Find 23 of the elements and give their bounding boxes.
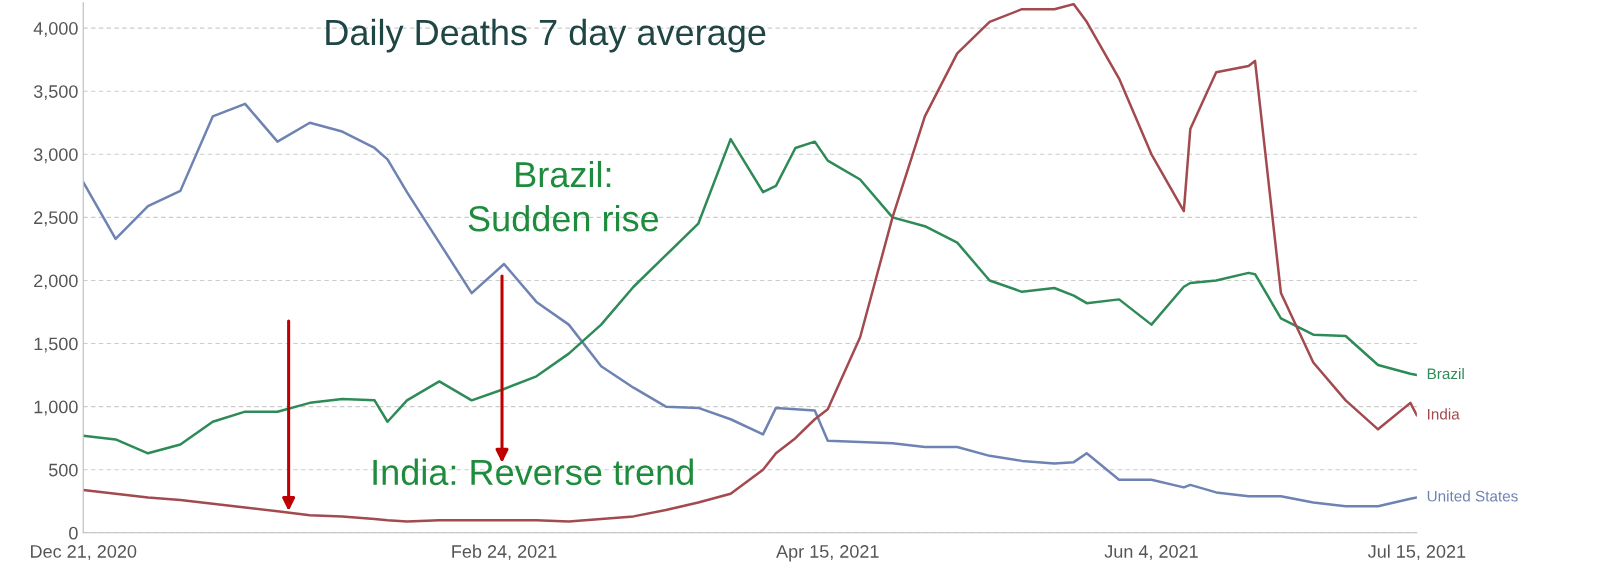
line-series <box>83 102 1417 508</box>
y-tick-label: 2,500 <box>34 211 78 227</box>
y-tick-label: 2,000 <box>34 274 78 290</box>
y-tick-label: 4,000 <box>33 22 78 37</box>
x-tick-label: Apr 15, 2021 <box>776 545 879 562</box>
y-tick-label: 3,500 <box>33 85 78 101</box>
y-tick-label: 3,000 <box>33 148 78 164</box>
line-series <box>83 2 1417 523</box>
line-series <box>83 137 1417 455</box>
annotation: Brazil: Sudden rise <box>468 160 659 232</box>
y-tick-label: 1,500 <box>34 337 78 353</box>
x-tick-label: Feb 24, 2021 <box>452 544 557 560</box>
chart-title: Daily Deaths 7 day average <box>326 18 766 53</box>
annotation: India: Reverse trend <box>373 458 693 486</box>
y-tick-label: 500 <box>48 463 78 477</box>
series-label: United States <box>1427 490 1518 502</box>
y-tick-label: 1,000 <box>34 400 78 416</box>
series-label: Brazil <box>1427 367 1464 380</box>
y-tick-label: 0 <box>69 526 78 540</box>
x-tick-label: Dec 21, 2020 <box>31 545 137 560</box>
series-label: India <box>1428 408 1460 420</box>
x-tick-label: Jun 4, 2021 <box>1104 545 1198 560</box>
x-tick-label: Jul 15, 2021 <box>1367 544 1466 560</box>
